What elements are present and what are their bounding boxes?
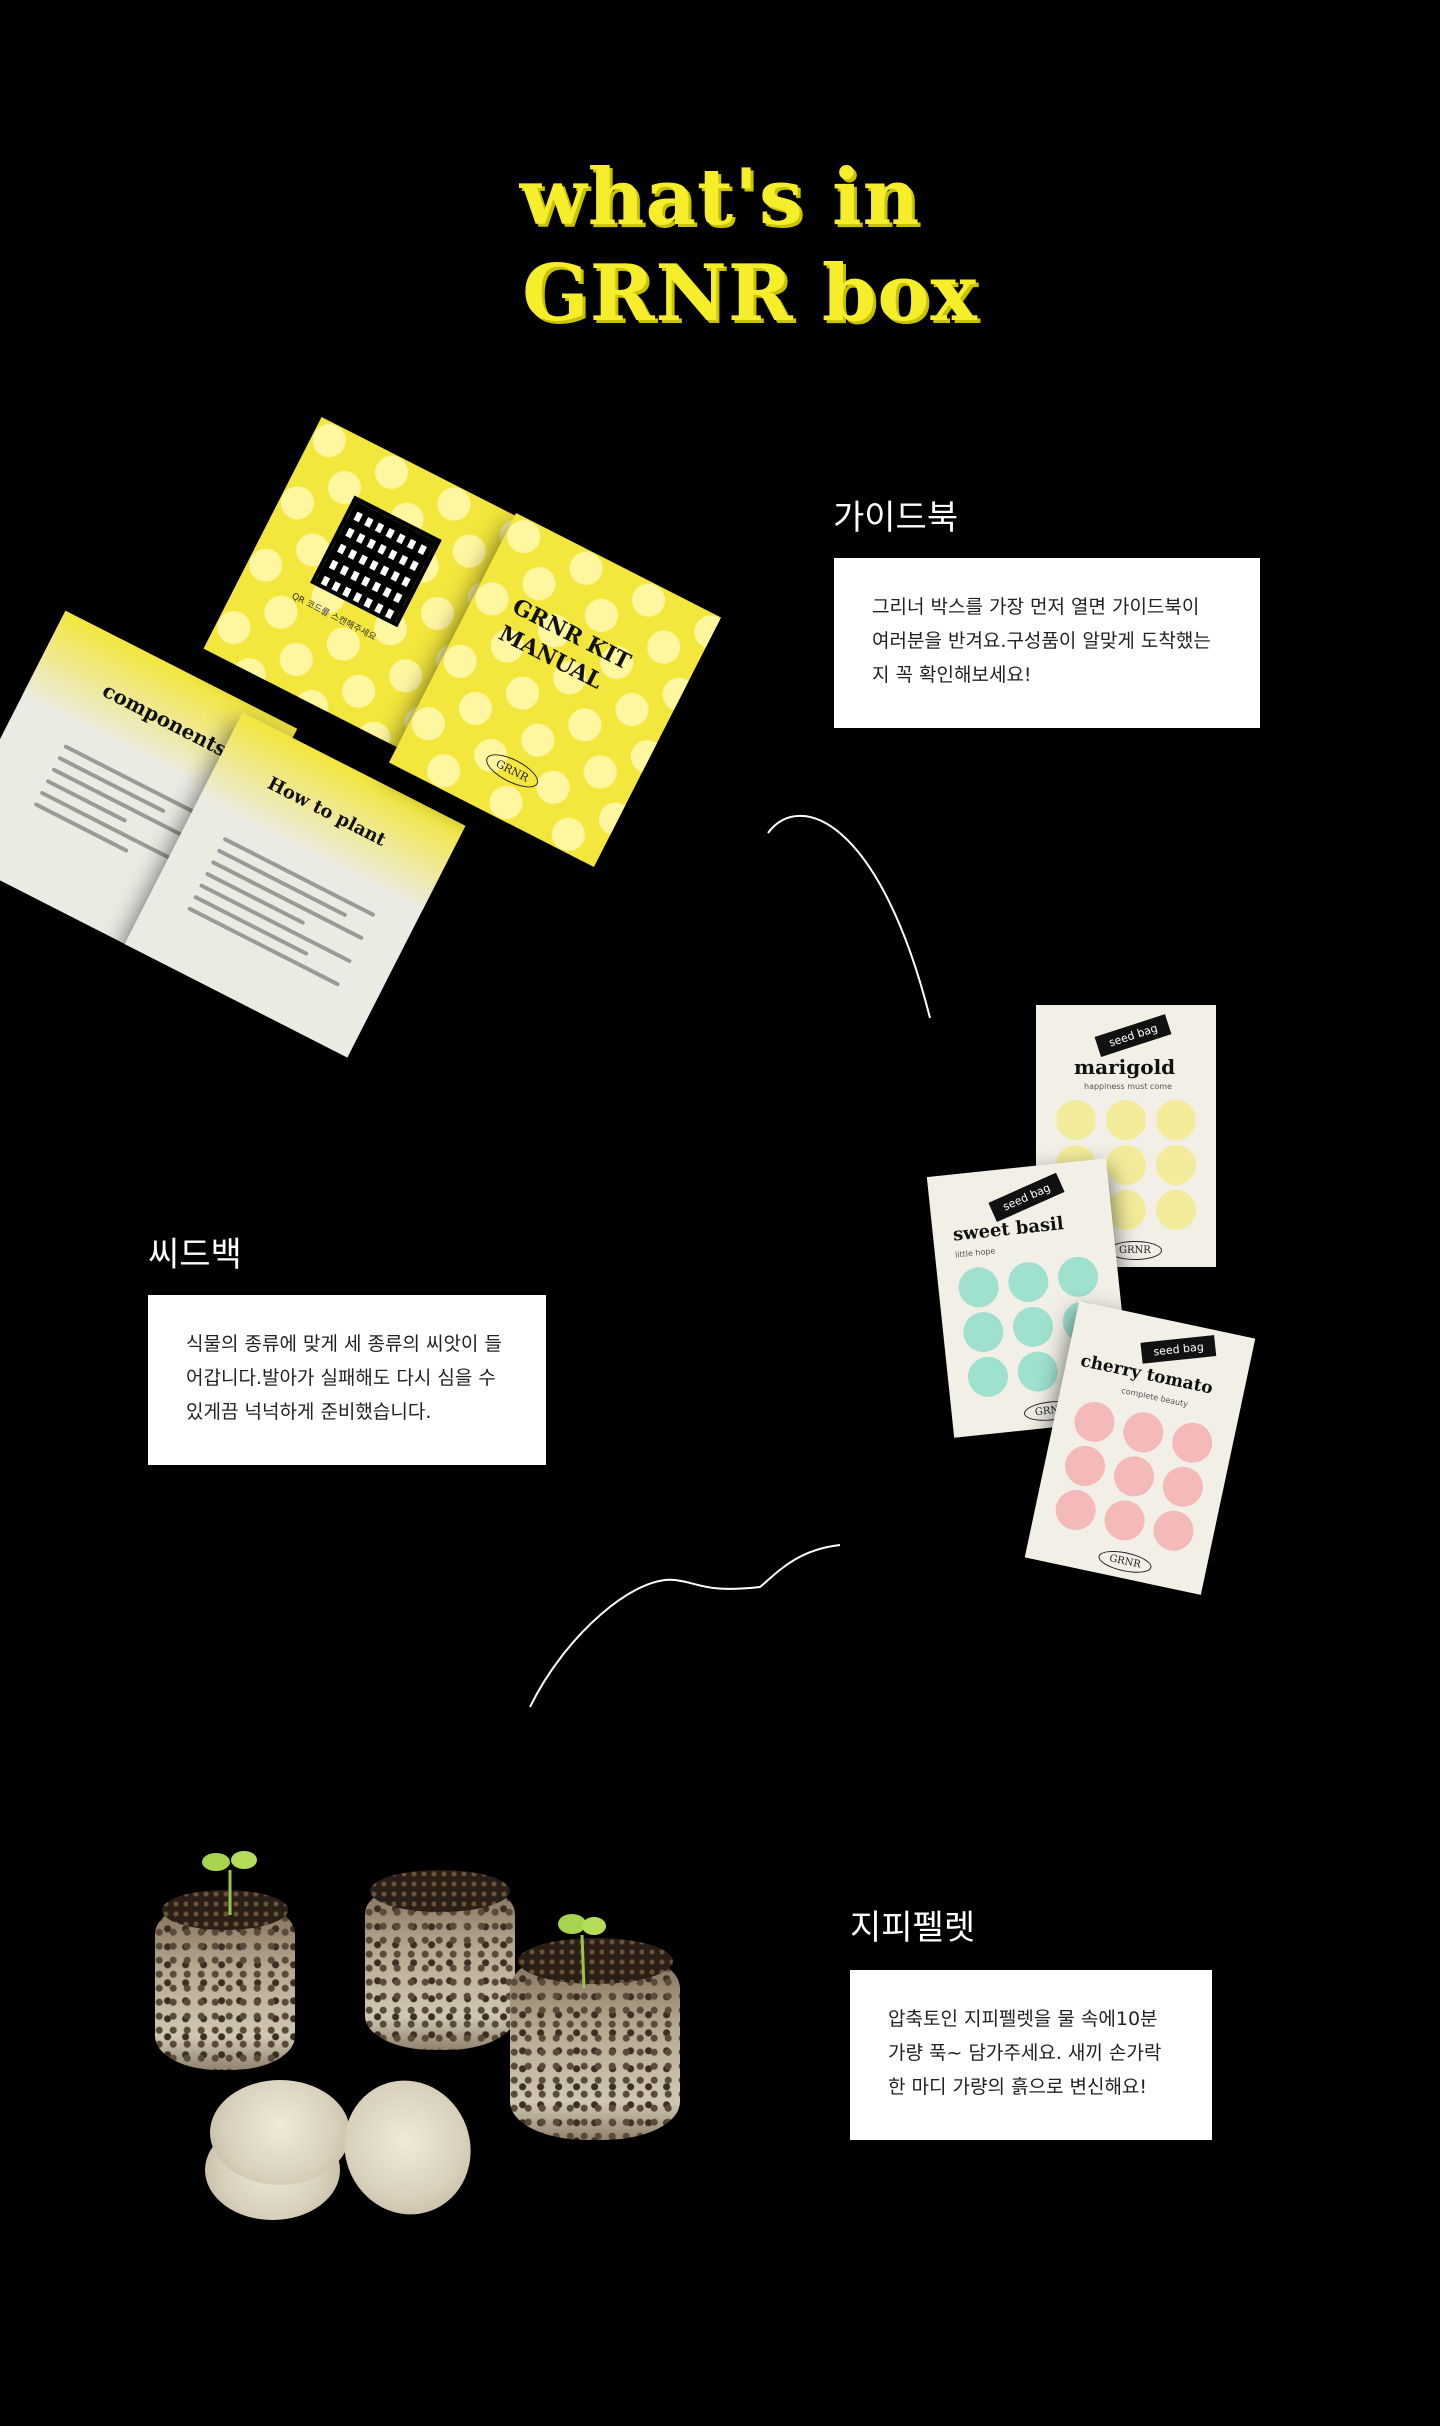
decorative-curve-1 bbox=[767, 814, 931, 1019]
pellet-description: 압축토인 지피펠렛을 물 속에10분 가량 푹~ 담가주세요. 새끼 손가락 한… bbox=[888, 2008, 1162, 2098]
guide-heading: 가이드북 bbox=[833, 498, 959, 538]
decorative-curve-2 bbox=[529, 1544, 841, 1708]
page-title: what's in GRNR box bbox=[0, 150, 1440, 342]
seed-bag-name: sweet basil bbox=[951, 1213, 1065, 1246]
cover-logo: GRNR bbox=[481, 747, 543, 795]
seed-bag-tag: seed bag bbox=[1140, 1335, 1217, 1364]
seed-description-box: 식물의 종류에 맞게 세 종류의 씨앗이 들어갑니다.발아가 실패해도 다시 심… bbox=[148, 1295, 546, 1465]
flower-pattern bbox=[1050, 1398, 1226, 1566]
pellet-heading: 지피펠렛 bbox=[850, 1908, 976, 1948]
sprout-icon bbox=[558, 1914, 606, 1989]
pellet-description-box: 압축토인 지피펠렛을 물 속에10분 가량 푹~ 담가주세요. 새끼 손가락 한… bbox=[850, 1970, 1212, 2140]
seed-bags-image: seed bag marigold happiness must come GR… bbox=[920, 995, 1280, 1595]
guide-book-image: components How to plant QR 코드를 스캔해주세요 GR… bbox=[0, 416, 760, 1058]
guide-description: 그리너 박스를 가장 먼저 열면 가이드북이 여러분을 반겨요.구성품이 알맞게… bbox=[872, 596, 1211, 686]
seed-bag-subtitle: happiness must come bbox=[1084, 1082, 1172, 1091]
seed-bag-subtitle: little hope bbox=[954, 1246, 996, 1260]
seed-bag-name: marigold bbox=[1074, 1055, 1176, 1079]
title-line-2: GRNR box bbox=[522, 248, 978, 339]
jiffy-pellets-image bbox=[150, 1840, 710, 2260]
seed-heading: 씨드백 bbox=[148, 1235, 242, 1275]
sprout-icon bbox=[202, 1851, 257, 1915]
seed-bag-tag: seed bag bbox=[1094, 1014, 1172, 1057]
title-line-1: what's in bbox=[519, 152, 921, 243]
guide-description-box: 그리너 박스를 가장 먼저 열면 가이드북이 여러분을 반겨요.구성품이 알맞게… bbox=[834, 558, 1260, 728]
seed-description: 식물의 종류에 맞게 세 종류의 씨앗이 들어갑니다.발아가 실패해도 다시 심… bbox=[186, 1333, 502, 1423]
